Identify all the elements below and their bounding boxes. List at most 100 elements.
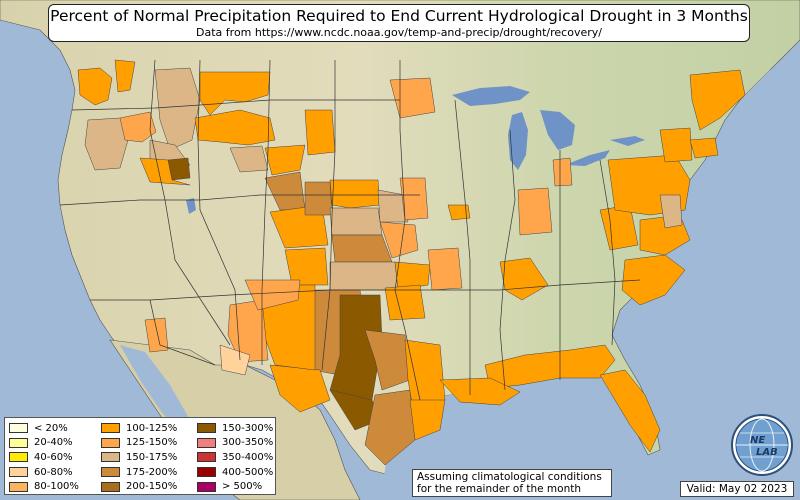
legend-item: 400-500% bbox=[197, 465, 273, 480]
region-wa-east bbox=[114, 59, 136, 93]
region-tx-coast bbox=[409, 399, 446, 441]
legend-label: 300-350% bbox=[222, 437, 274, 449]
region-ne-tan bbox=[377, 189, 409, 223]
region-ne-orange bbox=[329, 179, 381, 209]
legend-label: 100-125% bbox=[126, 422, 178, 434]
lake-michigan bbox=[508, 112, 528, 170]
legend-swatch bbox=[101, 437, 120, 448]
legend-item: 60-80% bbox=[9, 465, 79, 480]
region-ok-orange bbox=[394, 261, 431, 291]
region-ar bbox=[384, 284, 426, 321]
legend-swatch bbox=[9, 467, 28, 478]
region-tx-brown3 bbox=[364, 389, 416, 466]
atlantic-ocean bbox=[620, 60, 800, 500]
region-id-or bbox=[119, 111, 157, 143]
assumption-note-line-1: Assuming climatological conditions bbox=[417, 471, 602, 483]
region-az-4corners bbox=[244, 279, 301, 311]
legend-item: 80-100% bbox=[9, 479, 79, 494]
region-az-south bbox=[144, 317, 169, 353]
legend-swatch bbox=[101, 452, 120, 463]
region-new-england bbox=[689, 69, 746, 131]
region-ia bbox=[399, 177, 429, 221]
region-mt-south bbox=[194, 109, 276, 146]
region-mo bbox=[427, 247, 463, 291]
legend-label: 80-100% bbox=[34, 481, 79, 493]
legend-label: 40-60% bbox=[34, 451, 73, 463]
region-il bbox=[447, 204, 471, 221]
legend-swatch bbox=[101, 423, 120, 434]
region-ok-tan bbox=[329, 261, 399, 291]
legend-label: 400-500% bbox=[222, 466, 274, 478]
region-ks-brown bbox=[304, 181, 333, 216]
legend-item: 200-150% bbox=[101, 479, 177, 494]
region-tx-brown2 bbox=[364, 329, 411, 391]
region-wa-west bbox=[77, 67, 113, 106]
lake-ontario bbox=[610, 136, 645, 146]
region-md-tan bbox=[659, 194, 683, 229]
state-borders bbox=[59, 59, 641, 401]
legend-item: 100-125% bbox=[101, 421, 177, 436]
region-in bbox=[517, 187, 553, 236]
region-ks-tan bbox=[329, 207, 383, 236]
legend-item: 150-175% bbox=[101, 450, 177, 465]
legend-label: 150-300% bbox=[222, 422, 274, 434]
legend-item: 350-400% bbox=[197, 450, 273, 465]
legend-item: 175-200% bbox=[101, 465, 177, 480]
legend-swatch bbox=[101, 481, 120, 492]
legend-column-1: < 20% 20-40% 40-60% 60-80% 80-100% bbox=[9, 421, 79, 494]
legend-item: < 20% bbox=[9, 421, 79, 436]
region-or-nv bbox=[139, 157, 191, 186]
logo-text-bottom: LAB bbox=[756, 447, 778, 458]
legend-label: > 500% bbox=[222, 481, 263, 493]
legend-label: 200-150% bbox=[126, 481, 178, 493]
legend-swatch bbox=[197, 452, 216, 463]
lake-superior bbox=[452, 86, 530, 106]
legend-item: > 500% bbox=[197, 479, 273, 494]
legend-swatch bbox=[9, 452, 28, 463]
legend-item: 150-300% bbox=[197, 421, 273, 436]
drought-regions bbox=[77, 59, 746, 466]
region-co-ne bbox=[284, 247, 329, 286]
legend-item: 125-150% bbox=[101, 436, 177, 451]
region-co-orange bbox=[269, 204, 329, 249]
lake-erie bbox=[565, 150, 610, 166]
legend-swatch bbox=[197, 423, 216, 434]
legend-swatch bbox=[9, 481, 28, 492]
lake-huron bbox=[540, 110, 575, 150]
region-ky-tn bbox=[499, 257, 549, 301]
legend-column-3: 150-300% 300-350% 350-400% 400-500% > 50… bbox=[197, 421, 273, 494]
legend-item: 40-60% bbox=[9, 450, 79, 465]
region-gulf-coast bbox=[439, 377, 521, 406]
legend-column-2: 100-125% 125-150% 150-175% 175-200% 200-… bbox=[101, 421, 177, 494]
legend-item: 300-350% bbox=[197, 436, 273, 451]
region-wy-nd bbox=[304, 109, 336, 156]
assumption-note: Assuming climatological conditions for t… bbox=[412, 469, 612, 497]
region-ks-light bbox=[379, 221, 419, 259]
nexlab-globe-logo: NE LAB bbox=[731, 414, 793, 476]
legend-swatch bbox=[197, 437, 216, 448]
region-az-tan bbox=[219, 344, 251, 376]
legend-swatch bbox=[101, 467, 120, 478]
legend-swatch bbox=[197, 467, 216, 478]
region-mn bbox=[389, 77, 436, 119]
legend-label: 60-80% bbox=[34, 466, 73, 478]
gulf-of-california bbox=[120, 345, 190, 440]
legend-label: 20-40% bbox=[34, 437, 73, 449]
great-salt-lake bbox=[186, 198, 196, 214]
assumption-note-line-2: for the remainder of the month bbox=[417, 483, 582, 495]
region-wy bbox=[229, 145, 269, 173]
legend-label: 350-400% bbox=[222, 451, 274, 463]
legend-item: 20-40% bbox=[9, 436, 79, 451]
region-ma bbox=[689, 137, 719, 159]
legend: < 20% 20-40% 40-60% 60-80% 80-100% 100-1… bbox=[4, 417, 276, 495]
legend-label: 125-150% bbox=[126, 437, 178, 449]
page-subtitle: Data from https://www.ncdc.noaa.gov/temp… bbox=[196, 26, 602, 39]
legend-swatch bbox=[9, 423, 28, 434]
legend-swatch bbox=[9, 437, 28, 448]
region-ks-brown2 bbox=[331, 234, 393, 263]
legend-label: < 20% bbox=[34, 422, 68, 434]
region-wy-orange bbox=[264, 144, 306, 176]
title-box: Percent of Normal Precipitation Required… bbox=[48, 4, 750, 42]
region-id bbox=[154, 67, 201, 151]
